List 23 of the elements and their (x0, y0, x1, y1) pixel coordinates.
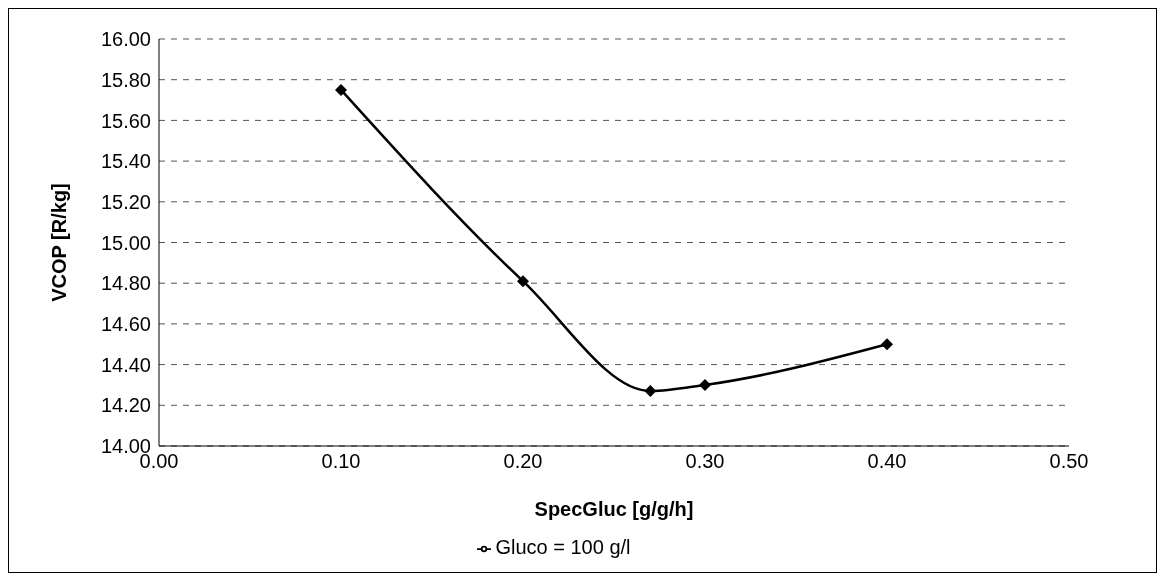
y-tick-label: 15.60 (100, 109, 151, 132)
y-axis-title: VCOP [R/kg] (48, 183, 71, 302)
y-tick-label: 15.20 (100, 190, 151, 213)
point (699, 378, 711, 391)
point (881, 338, 893, 351)
y-tick-label: 14.80 (100, 272, 151, 295)
x-tick-label: 0.50 (1049, 450, 1089, 473)
y-tick-label: 15.80 (100, 68, 151, 91)
legend-label: Gluco = 100 g/l (495, 536, 631, 558)
point (517, 275, 529, 288)
x-tick-label: 0.20 (503, 450, 543, 473)
point (644, 385, 657, 398)
x-tick-label: 0.40 (867, 450, 907, 473)
y-tick-label: 14.60 (100, 313, 151, 335)
y-tick-label: 16.00 (100, 28, 151, 51)
y-tick-label: 14.40 (100, 353, 151, 376)
y-tick-label: 14.20 (100, 394, 151, 417)
x-axis-title: SpecGluc [g/g/h] (534, 498, 694, 520)
y-tick-label: 15.40 (100, 150, 151, 173)
point (335, 83, 347, 96)
x-tick-label: 0.30 (685, 450, 725, 473)
y-tick-label: 15.00 (100, 231, 151, 254)
x-tick-label: 0.10 (321, 450, 361, 473)
